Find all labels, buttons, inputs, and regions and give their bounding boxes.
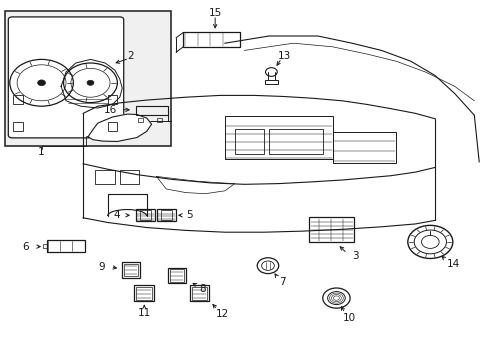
Bar xyxy=(13,122,23,131)
Bar xyxy=(95,170,115,184)
Bar xyxy=(43,244,47,248)
Bar xyxy=(268,129,322,154)
Bar xyxy=(161,210,172,220)
Bar xyxy=(122,262,140,278)
Text: 3: 3 xyxy=(351,251,358,261)
Bar xyxy=(13,95,23,104)
Text: 11: 11 xyxy=(137,308,151,318)
Bar xyxy=(157,209,176,221)
Text: 1: 1 xyxy=(38,147,45,157)
Bar xyxy=(47,240,85,252)
Text: 8: 8 xyxy=(199,284,206,294)
Text: 5: 5 xyxy=(186,210,193,220)
Bar xyxy=(107,122,117,131)
Bar xyxy=(264,80,277,84)
Circle shape xyxy=(38,80,45,86)
Circle shape xyxy=(87,80,94,85)
Bar xyxy=(140,210,150,220)
Bar xyxy=(191,287,207,300)
Text: 15: 15 xyxy=(208,8,222,18)
Text: 16: 16 xyxy=(103,105,117,115)
Text: 6: 6 xyxy=(22,242,29,252)
Bar xyxy=(169,269,184,282)
Bar xyxy=(136,106,167,115)
Bar xyxy=(136,287,152,300)
Bar xyxy=(120,170,139,184)
Bar xyxy=(308,217,353,242)
Bar xyxy=(332,132,395,163)
Text: 10: 10 xyxy=(343,312,355,323)
Bar xyxy=(138,118,143,122)
Text: 12: 12 xyxy=(215,309,229,319)
Bar xyxy=(183,32,239,47)
Bar xyxy=(157,118,162,122)
Text: 4: 4 xyxy=(113,210,120,220)
Bar xyxy=(234,129,264,154)
Text: 13: 13 xyxy=(277,51,291,61)
FancyBboxPatch shape xyxy=(8,17,123,138)
Bar xyxy=(5,11,171,146)
Text: 9: 9 xyxy=(98,262,104,272)
Bar xyxy=(167,268,186,283)
Bar xyxy=(189,285,209,301)
Bar xyxy=(136,209,154,221)
Text: 7: 7 xyxy=(278,276,285,287)
Bar xyxy=(107,95,117,104)
Text: 14: 14 xyxy=(446,258,460,269)
Bar xyxy=(134,285,154,301)
Text: 2: 2 xyxy=(127,51,134,61)
Bar xyxy=(224,116,332,159)
Bar xyxy=(123,264,138,276)
Polygon shape xyxy=(88,114,151,141)
